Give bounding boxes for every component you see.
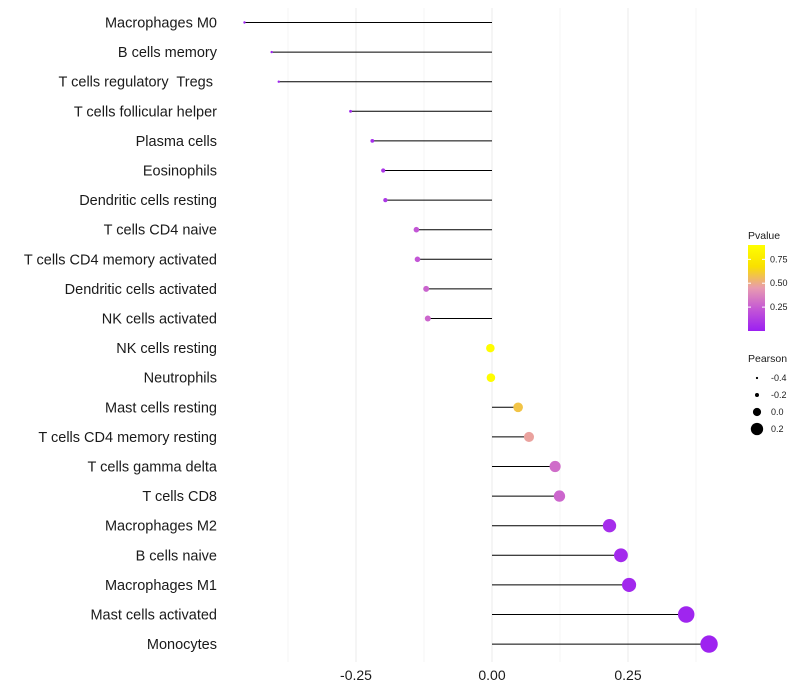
data-point: Macrophages M0 (243, 21, 246, 24)
size-legend-point (752, 407, 762, 417)
category-label: B cells naive (136, 548, 217, 564)
category-label: T cells CD8 (142, 489, 217, 505)
data-point: NK cells resting (486, 343, 495, 353)
data-point: B cells memory (270, 50, 273, 54)
data-point: Macrophages M1 (622, 577, 637, 592)
size-legend-point (750, 422, 764, 436)
size-legend-title: Pearson (748, 353, 787, 365)
data-point: Mast cells activated (677, 606, 695, 623)
category-label: B cells memory (118, 45, 218, 61)
x-tick-labels: -0.25 0.00 0.25 (340, 667, 642, 683)
data-point: Plasma cells (370, 139, 375, 143)
color-legend-label: 0.50 (770, 278, 788, 288)
category-label: Dendritic cells resting (79, 193, 217, 209)
category-label: T cells CD4 memory activated (24, 252, 217, 268)
data-point: Mast cells resting (513, 402, 523, 413)
category-label: Macrophages M0 (105, 16, 217, 32)
category-label: Macrophages M1 (105, 578, 217, 594)
category-label: Mast cells activated (90, 608, 217, 624)
category-label: T cells regulatory Tregs (59, 75, 218, 91)
data-point: T cells CD8 (553, 490, 566, 502)
category-label: T cells CD4 memory resting (38, 430, 217, 446)
category-label: Monocytes (147, 637, 217, 653)
size-legend-point (755, 393, 759, 397)
category-label: NK cells resting (116, 341, 217, 357)
category-label: T cells gamma delta (88, 460, 218, 476)
grid-layer (287, 8, 697, 662)
category-labels: Macrophages M0 B cells memory T cells regu… (24, 16, 218, 654)
category-label: T cells CD4 naive (104, 223, 217, 239)
x-tick-label: 0.25 (614, 667, 641, 683)
category-label: NK cells activated (102, 312, 217, 328)
data-point: Monocytes (700, 635, 718, 653)
x-tick-label: 0.00 (478, 667, 505, 683)
category-label: Eosinophils (143, 164, 217, 180)
data-point: NK cells activated (424, 315, 431, 322)
legends: Pvalue 0.25 0.50 0.75 Pearson -0.4 -0.2 0.0 0.2 (748, 230, 788, 436)
stem-layer (244, 22, 710, 645)
data-point: T cells CD4 naive (413, 226, 420, 233)
point-layer: Macrophages M0 B cells memory T cells regu… (243, 21, 718, 653)
category-label: Plasma cells (136, 134, 217, 150)
data-point: T cells gamma delta (549, 460, 561, 473)
color-legend-label: 0.25 (770, 302, 788, 312)
category-label: T cells follicular helper (74, 104, 217, 120)
category-label: Neutrophils (144, 371, 217, 387)
color-legend-label: 0.75 (770, 254, 788, 264)
color-legend-title: Pvalue (748, 230, 780, 242)
data-point: Eosinophils (381, 168, 386, 173)
data-point: Macrophages M2 (602, 519, 617, 533)
data-point: T cells regulatory Tregs (277, 80, 280, 83)
size-legend-label: -0.4 (771, 373, 787, 383)
category-label: Mast cells resting (105, 400, 217, 416)
category-label: Dendritic cells activated (65, 282, 217, 298)
data-point: Dendritic cells resting (383, 197, 388, 203)
size-legend-label: 0.2 (771, 424, 784, 434)
size-legend-label: -0.2 (771, 390, 787, 400)
color-legend-bar (748, 245, 765, 331)
data-point: Dendritic cells activated (423, 285, 430, 292)
size-legend-point (755, 376, 759, 380)
data-point: T cells CD4 memory activated (414, 256, 421, 263)
category-label: Macrophages M2 (105, 519, 217, 535)
data-point: T cells CD4 memory resting (523, 431, 535, 442)
data-point: T cells follicular helper (349, 109, 352, 113)
data-point: Neutrophils (486, 373, 496, 382)
data-point: B cells naive (614, 548, 628, 563)
size-legend-label: 0.0 (771, 407, 784, 417)
x-tick-label: -0.25 (340, 667, 372, 683)
